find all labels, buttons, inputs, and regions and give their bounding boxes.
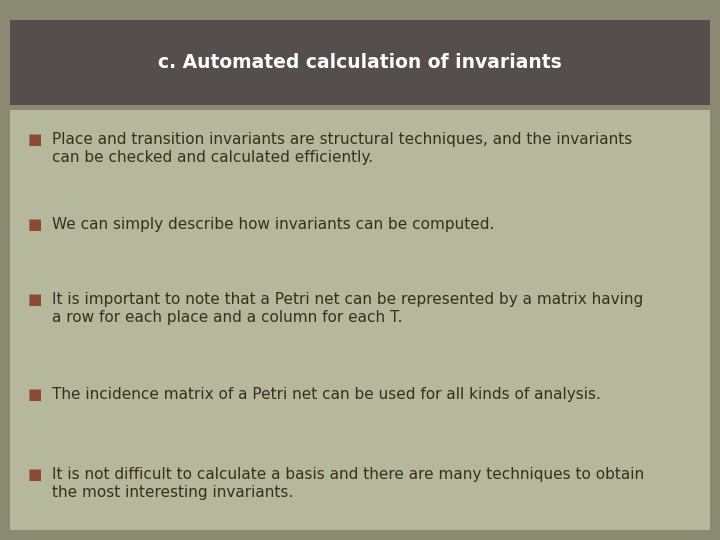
- Text: It is important to note that a Petri net can be represented by a matrix having: It is important to note that a Petri net…: [52, 292, 643, 307]
- Text: ■: ■: [28, 467, 42, 482]
- Text: can be checked and calculated efficiently.: can be checked and calculated efficientl…: [52, 150, 373, 165]
- FancyBboxPatch shape: [10, 20, 710, 105]
- Text: The incidence matrix of a Petri net can be used for all kinds of analysis.: The incidence matrix of a Petri net can …: [52, 387, 601, 402]
- FancyBboxPatch shape: [10, 110, 710, 530]
- Text: ■: ■: [28, 387, 42, 402]
- Text: ■: ■: [28, 217, 42, 232]
- Text: ■: ■: [28, 132, 42, 147]
- Text: Place and transition invariants are structural techniques, and the invariants: Place and transition invariants are stru…: [52, 132, 632, 147]
- Text: ■: ■: [28, 292, 42, 307]
- Text: It is not difficult to calculate a basis and there are many techniques to obtain: It is not difficult to calculate a basis…: [52, 467, 644, 482]
- Text: the most interesting invariants.: the most interesting invariants.: [52, 485, 293, 500]
- Text: a row for each place and a column for each T.: a row for each place and a column for ea…: [52, 310, 402, 325]
- Text: We can simply describe how invariants can be computed.: We can simply describe how invariants ca…: [52, 217, 495, 232]
- Text: c. Automated calculation of invariants: c. Automated calculation of invariants: [158, 53, 562, 72]
